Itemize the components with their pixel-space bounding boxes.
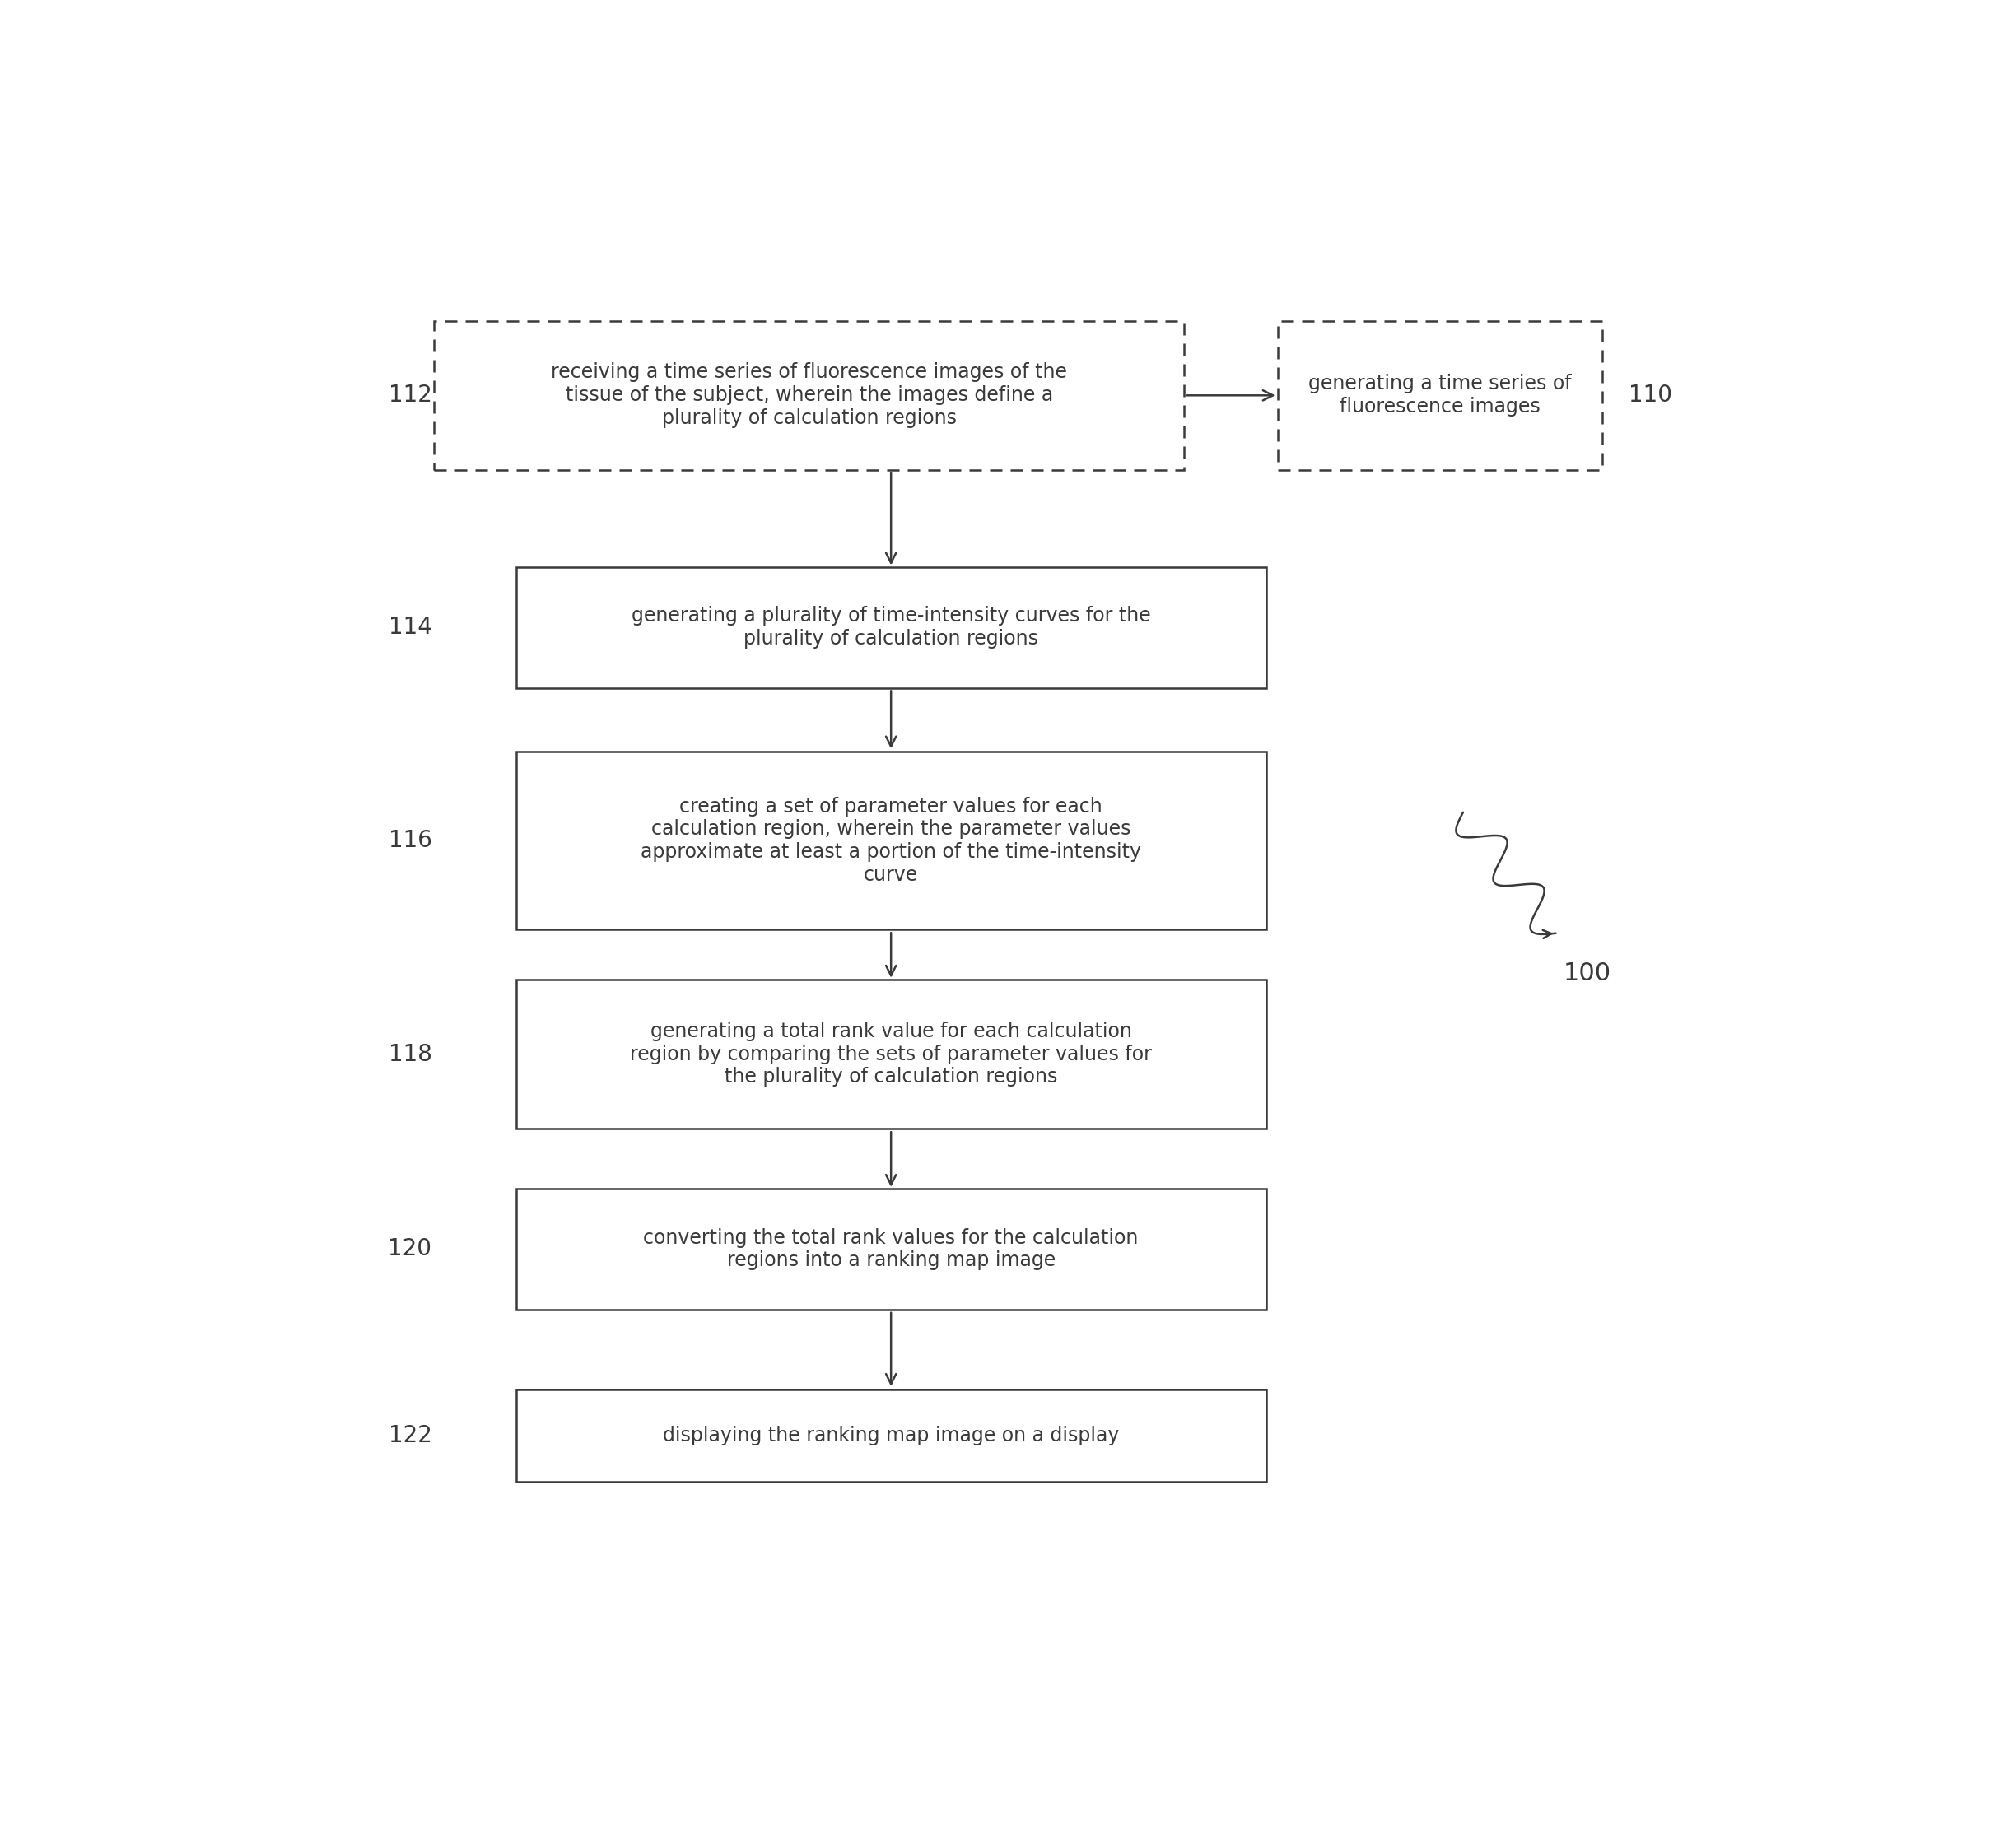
Text: 114: 114 bbox=[389, 615, 431, 639]
Text: 118: 118 bbox=[389, 1042, 431, 1066]
Text: 120: 120 bbox=[389, 1238, 431, 1260]
Text: 122: 122 bbox=[389, 1425, 431, 1447]
Bar bbox=[1277, 322, 1602, 469]
Text: 100: 100 bbox=[1564, 961, 1612, 985]
Text: generating a time series of
fluorescence images: generating a time series of fluorescence… bbox=[1309, 373, 1572, 416]
Bar bbox=[517, 752, 1267, 930]
Bar bbox=[435, 322, 1183, 469]
Text: creating a set of parameter values for each
calculation region, wherein the para: creating a set of parameter values for e… bbox=[640, 796, 1141, 885]
Bar bbox=[517, 1188, 1267, 1310]
Bar bbox=[517, 979, 1267, 1129]
Bar bbox=[517, 1390, 1267, 1482]
Text: 112: 112 bbox=[389, 384, 431, 407]
Text: generating a total rank value for each calculation
region by comparing the sets : generating a total rank value for each c… bbox=[630, 1022, 1151, 1087]
Bar bbox=[517, 567, 1267, 687]
Text: converting the total rank values for the calculation
regions into a ranking map : converting the total rank values for the… bbox=[644, 1227, 1139, 1270]
Text: 116: 116 bbox=[389, 830, 431, 852]
Text: 110: 110 bbox=[1628, 384, 1672, 407]
Text: receiving a time series of fluorescence images of the
tissue of the subject, whe: receiving a time series of fluorescence … bbox=[551, 362, 1067, 429]
Text: generating a plurality of time-intensity curves for the
plurality of calculation: generating a plurality of time-intensity… bbox=[630, 606, 1151, 649]
Text: displaying the ranking map image on a display: displaying the ranking map image on a di… bbox=[662, 1425, 1119, 1445]
